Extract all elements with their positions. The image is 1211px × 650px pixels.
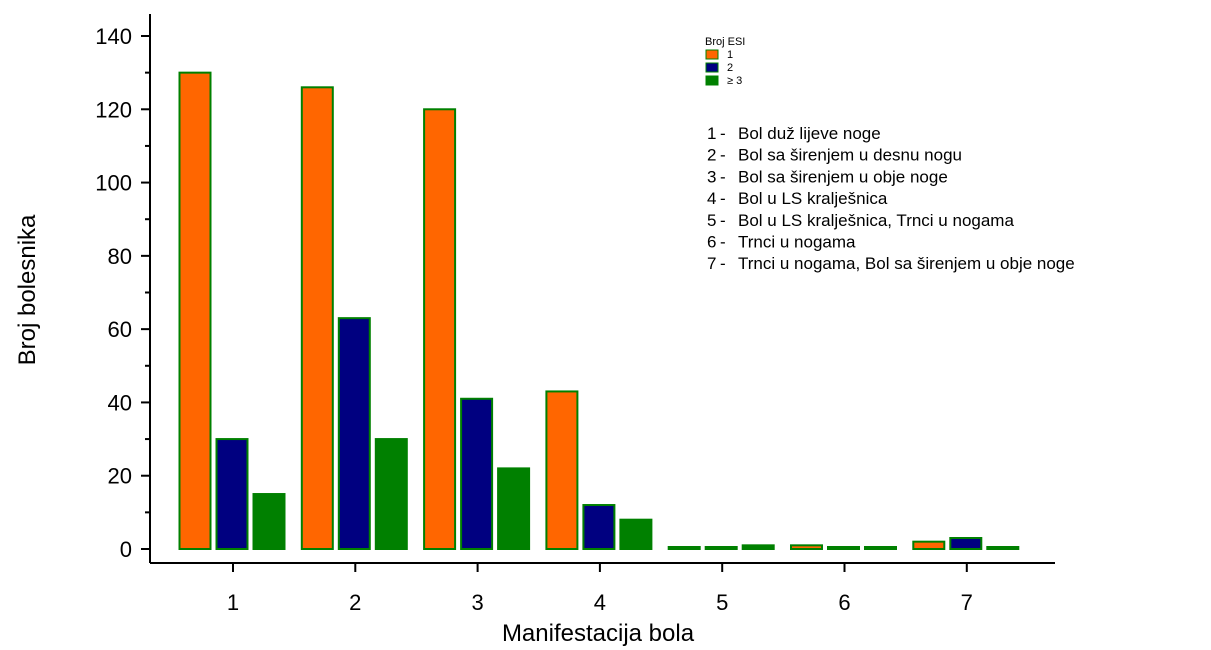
y-tick-label: 140 [95, 24, 132, 49]
bar-series-3-cat-5 [741, 544, 775, 550]
note-text: Bol u LS kralješnica [738, 189, 888, 208]
axes-group [149, 14, 1055, 564]
note-number: 1 [707, 124, 716, 143]
bar-series-3-cat-3 [497, 467, 531, 550]
note-dash: - [720, 254, 726, 273]
note-number: 7 [707, 254, 716, 273]
x-tick-label: 7 [961, 590, 973, 615]
x-ticks-group: 1 2 3 4 5 6 7 [227, 563, 973, 615]
bar-series-1-cat-6 [790, 544, 823, 550]
y-ticks-group: 0 20 40 60 80 100 120 140 [95, 24, 150, 562]
bar-series-2-cat-5 [704, 546, 738, 550]
bar-series-1-cat-5 [667, 546, 701, 550]
note-dash: - [720, 167, 726, 186]
bar-series-1-cat-4 [545, 390, 579, 550]
y-tick-label: 60 [108, 317, 132, 342]
bar-series-3-cat-7 [986, 546, 1020, 550]
note-text: Bol sa širenjem u obje noge [738, 167, 948, 186]
legend-title: Broj ESI [705, 36, 745, 48]
x-tick-label: 3 [471, 590, 483, 615]
note-number: 3 [707, 167, 716, 186]
note-number: 2 [707, 146, 716, 165]
bar-series-2-cat-6 [827, 546, 860, 550]
note-text: Trnci u nogama [738, 233, 856, 252]
note-text: Bol sa širenjem u desnu nogu [738, 146, 962, 165]
category-notes: 1 - Bol duž lijeve noge 2 - Bol sa širenj… [707, 124, 1075, 273]
note-number: 4 [707, 189, 716, 208]
note-text: Bol duž lijeve noge [738, 124, 881, 143]
legend-label: 2 [727, 62, 733, 74]
note-dash: - [720, 233, 726, 252]
note-dash: - [720, 189, 726, 208]
x-tick-label: 2 [349, 590, 361, 615]
y-tick-label: 40 [108, 390, 132, 415]
x-tick-label: 1 [227, 590, 239, 615]
x-tick-label: 5 [716, 590, 728, 615]
bar-series-1-cat-3 [423, 108, 457, 551]
bars-group [178, 71, 1020, 551]
x-tick-label: 4 [594, 590, 606, 615]
note-number: 5 [707, 211, 716, 230]
y-tick-label: 120 [95, 97, 132, 122]
bar-series-2-cat-3 [460, 397, 494, 550]
y-tick-label: 100 [95, 171, 132, 196]
legend-swatch [705, 49, 719, 60]
bar-series-1-cat-7 [912, 540, 946, 551]
bar-series-2-cat-7 [949, 537, 983, 550]
bar-series-3-cat-1 [252, 493, 286, 550]
note-dash: - [720, 211, 726, 230]
legend-swatch [705, 75, 719, 86]
legend-label: ≥ 3 [727, 75, 742, 87]
note-dash: - [720, 124, 726, 143]
x-tick-label: 6 [838, 590, 850, 615]
y-tick-label: 80 [108, 244, 132, 269]
legend: Broj ESI 12≥ 3 [705, 36, 745, 87]
note-number: 6 [707, 233, 716, 252]
note-dash: - [720, 146, 726, 165]
x-axis-title: Manifestacija bola [502, 620, 695, 647]
bar-series-1-cat-1 [178, 71, 212, 551]
bar-series-2-cat-2 [337, 317, 371, 550]
bar-series-2-cat-4 [582, 504, 616, 550]
y-axis-title: Broj bolesnika [14, 214, 41, 365]
legend-label: 1 [727, 49, 733, 61]
bar-series-3-cat-2 [374, 438, 408, 551]
bar-series-3-cat-6 [864, 546, 897, 550]
y-tick-label: 0 [120, 537, 132, 562]
bar-series-1-cat-2 [300, 86, 334, 551]
note-text: Trnci u nogama, Bol sa širenjem u obje n… [738, 254, 1075, 273]
y-tick-label: 20 [108, 464, 132, 489]
bar-series-3-cat-4 [619, 518, 653, 551]
legend-swatch [705, 62, 719, 73]
note-text: Bol u LS kralješnica, Trnci u nogama [738, 211, 1014, 230]
bar-series-2-cat-1 [215, 438, 249, 551]
